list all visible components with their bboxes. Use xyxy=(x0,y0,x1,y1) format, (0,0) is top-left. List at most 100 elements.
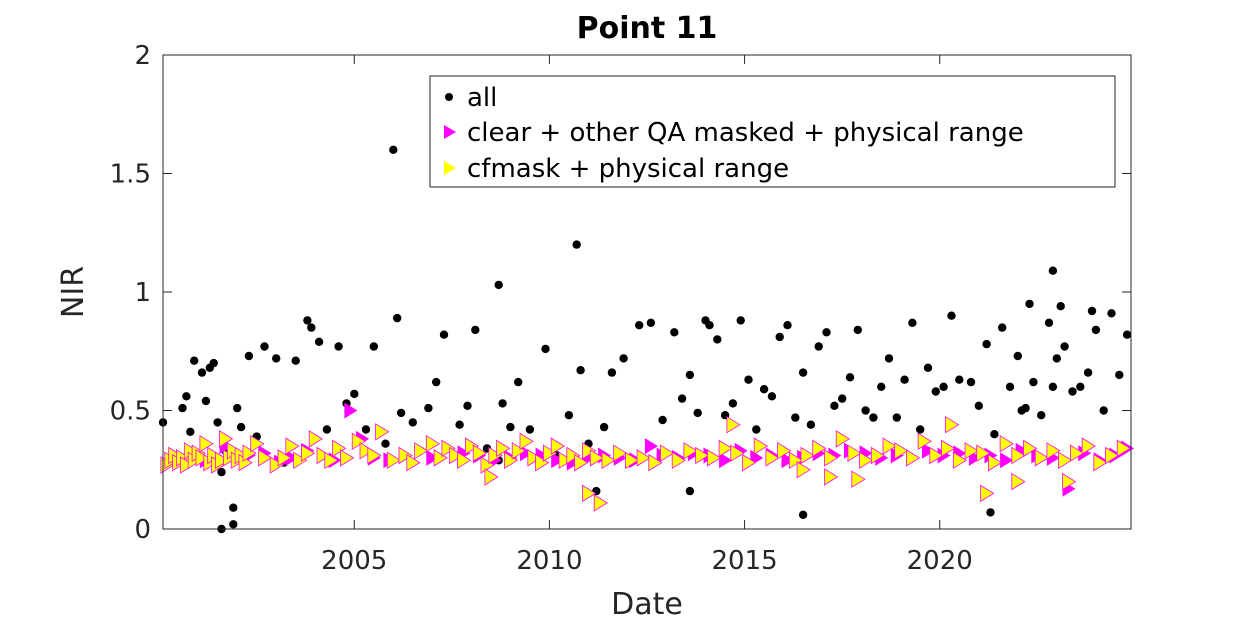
series-2-point xyxy=(882,437,897,455)
series-2-point xyxy=(964,442,979,460)
series-2-point xyxy=(999,434,1014,453)
series-0-point xyxy=(396,408,406,418)
series-2-point xyxy=(503,451,519,470)
series-0-point xyxy=(576,366,585,375)
series-0-point xyxy=(217,467,226,477)
series-2-point xyxy=(870,446,886,465)
series-2-point xyxy=(824,468,839,486)
series-0-point xyxy=(713,335,722,344)
series-0-point xyxy=(303,316,312,325)
series-2-point xyxy=(952,451,968,470)
series-0-point xyxy=(931,387,940,396)
series-0-point xyxy=(213,418,222,427)
series-0-point xyxy=(767,392,777,401)
series-0-point xyxy=(307,323,316,332)
series-0-point xyxy=(728,399,738,408)
series-1-point xyxy=(344,402,358,419)
series-0-point xyxy=(291,356,300,365)
series-2-point xyxy=(851,470,866,488)
series-2-point xyxy=(441,439,456,458)
series-2-point xyxy=(558,451,573,470)
series-0-point xyxy=(369,342,378,351)
chart-title: Point 11 xyxy=(577,11,718,46)
series-2-point xyxy=(488,446,503,465)
series-0-point xyxy=(393,313,402,323)
series-0-point xyxy=(244,351,254,361)
series-2-point xyxy=(718,439,733,458)
series-2-point xyxy=(457,451,472,470)
series-0-point xyxy=(1122,330,1132,339)
series-2-point xyxy=(351,432,366,451)
series-2-point xyxy=(1062,472,1077,491)
series-2-point xyxy=(406,453,421,472)
series-0-point xyxy=(947,311,956,320)
series-0-point xyxy=(1005,382,1015,391)
series-0-point xyxy=(1044,318,1054,327)
series-2-point xyxy=(683,442,698,460)
series-2-point xyxy=(941,439,956,458)
series-2-point xyxy=(601,451,616,470)
series-0-point xyxy=(791,413,800,422)
series-2-point xyxy=(707,449,722,467)
series-0-point xyxy=(361,425,371,434)
series-2-point xyxy=(464,437,480,455)
series-2-point xyxy=(894,442,909,460)
series-2-point xyxy=(1023,439,1038,458)
series-2-point xyxy=(695,446,710,465)
series-0-point xyxy=(1052,354,1062,363)
series-0-point xyxy=(939,382,948,391)
series-2-point xyxy=(496,439,511,458)
series-2-point xyxy=(179,456,195,474)
series-2-point xyxy=(199,434,214,453)
series-0-point xyxy=(506,422,515,432)
data-points-layer xyxy=(158,145,1135,534)
series-2-point xyxy=(976,444,991,462)
series-0-point xyxy=(998,323,1007,332)
series-0-point xyxy=(209,358,218,368)
series-2-point xyxy=(340,449,355,467)
series-2-point xyxy=(375,423,390,441)
series-2-point xyxy=(219,430,234,448)
series-0-point xyxy=(966,377,976,387)
series-0-point xyxy=(775,332,784,342)
series-0-point xyxy=(923,363,933,372)
series-2-point xyxy=(215,451,230,470)
series-0-point xyxy=(525,425,535,434)
series-2-point xyxy=(1011,446,1026,465)
series-2-point xyxy=(300,444,316,462)
series-2-point xyxy=(511,442,526,460)
series-2-point xyxy=(800,446,815,465)
series-0-point xyxy=(381,439,390,448)
series-0-point xyxy=(861,406,870,415)
series-0-point xyxy=(974,401,983,410)
series-2-point xyxy=(398,446,413,465)
series-2-point xyxy=(917,432,932,451)
series-0-point xyxy=(498,399,507,408)
series-0-point xyxy=(182,392,191,401)
series-2-point xyxy=(324,451,339,470)
series-0-point xyxy=(233,403,242,413)
series-2-point xyxy=(480,456,495,474)
series-1-point xyxy=(551,452,565,469)
series-0-point xyxy=(1048,382,1058,391)
series-1-point xyxy=(781,452,795,469)
series-2-point xyxy=(519,432,534,451)
series-2-point xyxy=(788,451,804,470)
series-0-point xyxy=(759,385,769,394)
series-0-point xyxy=(607,368,617,377)
legend-marker-cfmask xyxy=(444,161,456,175)
series-1-point xyxy=(922,442,935,459)
series-2-point xyxy=(582,442,597,460)
series-0-point xyxy=(990,430,999,439)
series-0-point xyxy=(197,368,207,377)
series-0-point xyxy=(869,413,878,422)
series-2-point xyxy=(484,468,499,486)
series-2-point xyxy=(277,449,292,467)
series-0-point xyxy=(229,520,238,529)
series-2-point xyxy=(765,449,780,467)
series-0-point xyxy=(272,354,281,363)
legend-box xyxy=(429,75,1116,188)
x-tick-label: 2020 xyxy=(907,546,973,576)
series-1-point xyxy=(984,447,998,464)
series-2-point xyxy=(945,415,960,434)
